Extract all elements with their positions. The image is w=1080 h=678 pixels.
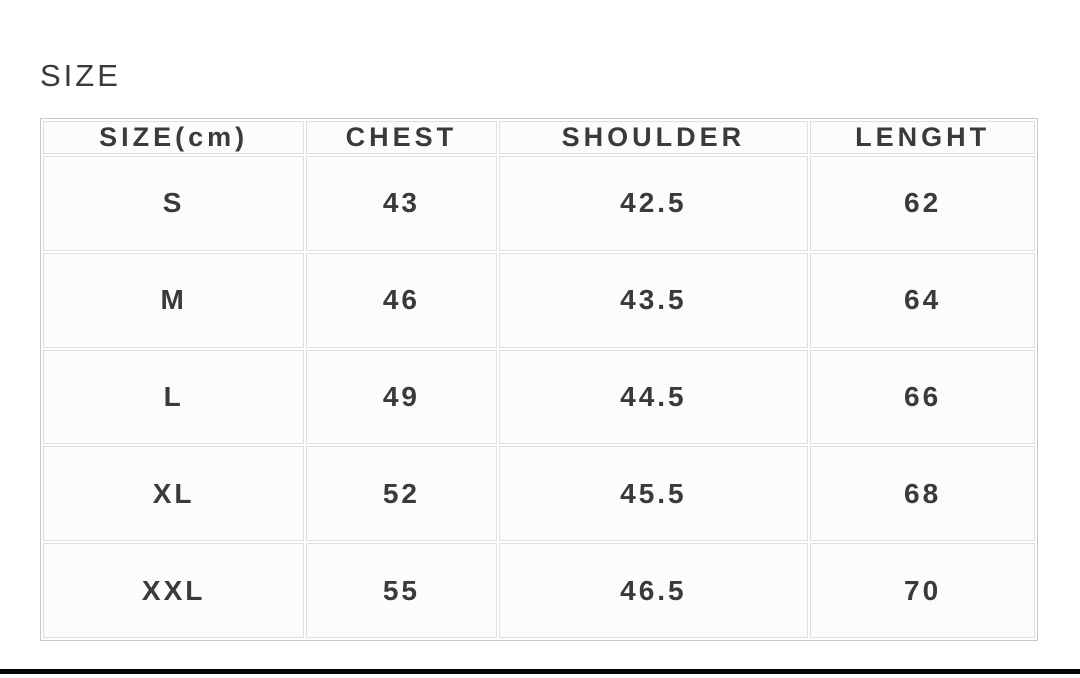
page-title: SIZE <box>40 58 121 93</box>
column-header-chest: CHEST <box>306 121 497 154</box>
table-row: S 43 42.5 62 <box>43 156 1035 251</box>
table-row: L 49 44.5 66 <box>43 349 1035 445</box>
cell-chest-value: 43 <box>306 156 497 251</box>
column-header-size: SIZE(cm) <box>43 121 305 154</box>
cell-shoulder-value: 46.5 <box>498 543 809 638</box>
cell-size-label: M <box>43 252 305 348</box>
table-row: XXL 55 46.5 70 <box>43 543 1035 638</box>
cell-shoulder-value: 43.5 <box>498 252 809 348</box>
table-row: M 46 43.5 64 <box>43 252 1035 348</box>
bottom-divider-bar <box>0 669 1080 674</box>
cell-chest-value: 49 <box>306 349 497 445</box>
table-header-row: SIZE(cm) CHEST SHOULDER LENGHT <box>43 121 1035 154</box>
size-table: SIZE(cm) CHEST SHOULDER LENGHT S 43 42.5… <box>40 118 1038 641</box>
cell-size-label: XL <box>43 446 305 542</box>
cell-length-value: 70 <box>810 543 1035 638</box>
cell-length-value: 68 <box>810 446 1035 542</box>
cell-size-label: XXL <box>43 543 305 638</box>
cell-shoulder-value: 42.5 <box>498 156 809 251</box>
column-header-shoulder: SHOULDER <box>498 121 809 154</box>
cell-size-label: S <box>43 156 305 251</box>
cell-chest-value: 46 <box>306 252 497 348</box>
cell-chest-value: 55 <box>306 543 497 638</box>
cell-length-value: 64 <box>810 252 1035 348</box>
cell-length-value: 62 <box>810 156 1035 251</box>
cell-shoulder-value: 45.5 <box>498 446 809 542</box>
cell-length-value: 66 <box>810 349 1035 445</box>
table-row: XL 52 45.5 68 <box>43 446 1035 542</box>
cell-size-label: L <box>43 349 305 445</box>
column-header-length: LENGHT <box>810 121 1035 154</box>
cell-shoulder-value: 44.5 <box>498 349 809 445</box>
cell-chest-value: 52 <box>306 446 497 542</box>
